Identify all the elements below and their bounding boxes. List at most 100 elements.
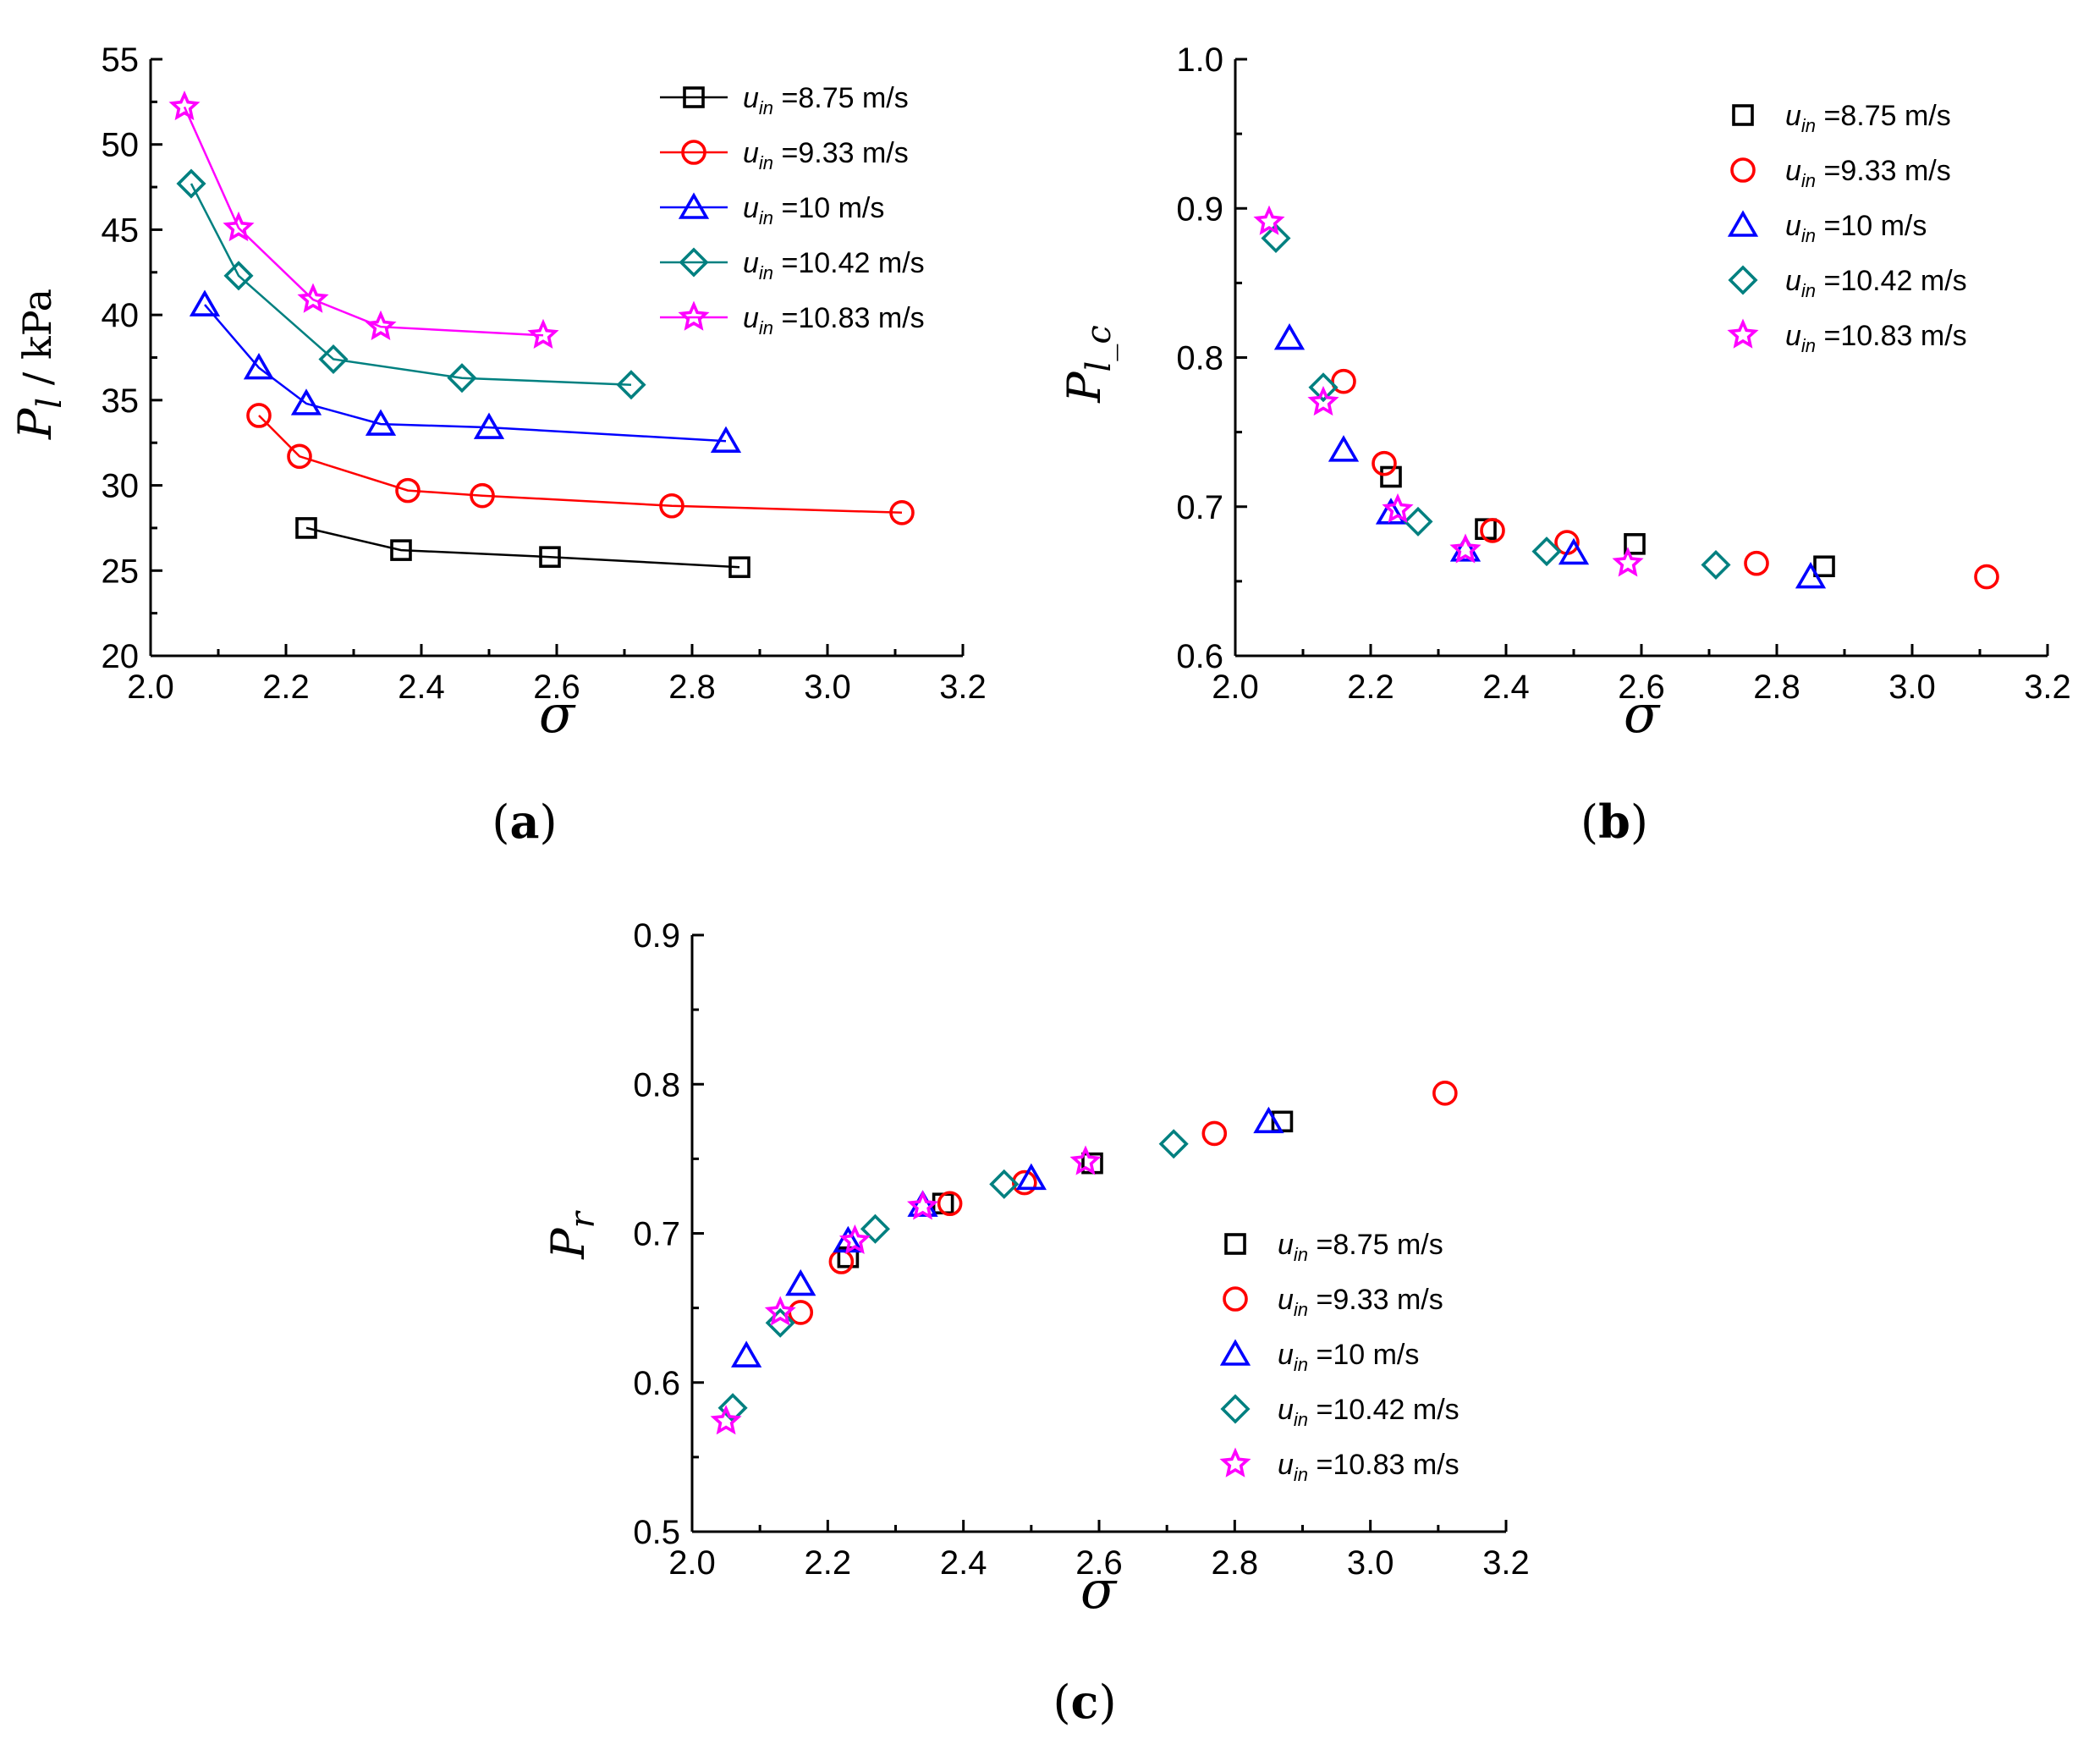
series-diamond [1261,223,1731,581]
x-axis-title: σ [1624,683,1661,745]
data-point-star [527,318,559,349]
y-tick-label: 55 [102,41,140,79]
x-tick-label: 2.8 [1212,1544,1259,1582]
x-tick-label: 3.0 [1888,669,1936,706]
legend-label: uin =10 m/s [743,192,884,228]
x-tick-label: 3.2 [1482,1544,1530,1582]
data-point-star [1069,1145,1102,1175]
y-tick-label: 0.8 [633,1066,680,1103]
series-star [168,90,559,349]
legend-marker-triangle [1219,1339,1251,1366]
x-axis-title: σ [539,683,576,745]
data-point-triangle [731,1340,762,1368]
x-tick-label: 2.6 [1075,1544,1123,1582]
series-diamond [717,1129,1189,1423]
data-point-diamond [318,344,349,375]
x-tick-label: 2.0 [127,669,174,706]
series-circle [788,1081,1458,1325]
data-point-circle [1201,1120,1228,1147]
data-point-circle [788,1300,814,1325]
data-point-diamond [447,363,477,393]
y-tick-label: 40 [102,297,140,334]
data-point-diamond [765,1307,795,1338]
data-point-square [932,1192,954,1215]
legend-label: uin =8.75 m/s [1785,100,1951,136]
y-tick-label: 45 [102,212,140,249]
legend-marker-square [683,86,705,108]
y-axis-title: Pr [541,1209,602,1259]
data-point-circle [470,482,495,509]
data-point-diamond [1158,1129,1189,1159]
data-point-star [1612,547,1644,577]
data-point-diamond [616,370,646,400]
data-point-triangle [1015,1163,1047,1191]
series-circle [1331,368,1999,590]
data-point-circle [828,1249,855,1274]
data-point-diamond [176,168,206,199]
x-tick-label: 2.4 [1482,669,1530,706]
legend-marker-circle [1730,157,1756,183]
legend-marker-diamond [1220,1394,1251,1424]
x-tick-label: 2.0 [668,1544,716,1582]
legend-marker-circle [1223,1286,1248,1312]
y-axis-title: Pl / kPa [8,289,69,440]
panel-label: (c) [1053,1675,1116,1729]
legend-marker-square [1224,1233,1246,1255]
series-line [204,304,727,443]
x-tick-label: 2.6 [1618,669,1665,706]
y-axis-title: Pl_c [1058,325,1119,404]
data-point-diamond [1531,537,1562,567]
legend-label: uin =10.42 m/s [1278,1394,1460,1430]
legend-label: uin =10.42 m/s [1785,265,1967,301]
series-line [190,183,632,386]
x-tick-label: 2.6 [533,669,580,706]
data-point-square [1380,465,1402,488]
data-point-triangle [365,409,397,436]
data-point-triangle [710,426,742,454]
y-tick-label: 1.0 [1176,41,1223,79]
legend-label: uin =9.33 m/s [1278,1284,1443,1320]
legend-marker-triangle [678,192,710,219]
series-star [710,1145,1102,1435]
data-point-diamond [223,261,254,291]
data-point-circle [889,499,915,526]
data-point-circle [1432,1081,1458,1106]
legend-marker-square [1732,104,1754,126]
data-point-circle [1974,564,1999,590]
legend-marker-diamond [679,247,709,278]
data-point-star [838,1224,871,1254]
series-triangle [1273,322,1827,589]
data-point-circle [246,403,272,428]
legend-marker-star [1727,318,1759,349]
data-point-triangle [1273,322,1306,350]
y-tick-label: 30 [102,468,140,505]
legend-marker-star [1219,1447,1251,1478]
legend-label: uin =10.83 m/s [743,302,925,338]
data-point-triangle [1253,1106,1284,1134]
series-line [258,415,903,515]
data-point-circle [1480,518,1505,543]
data-point-triangle [1375,498,1407,525]
legend-label: uin =9.33 m/s [743,137,909,173]
y-tick-label: 25 [102,553,140,590]
data-point-diamond [1701,549,1731,581]
data-point-square [295,517,317,539]
x-tick-label: 2.2 [262,669,310,706]
data-point-star [1449,533,1482,564]
x-tick-label: 3.0 [1347,1544,1394,1582]
y-tick-label: 0.9 [633,917,680,955]
series-triangle [189,289,742,454]
series-square [295,517,750,579]
data-point-circle [659,493,684,519]
legend-label: uin =10.83 m/s [1278,1449,1460,1485]
y-tick-label: 0.6 [1176,638,1223,675]
panel-label: (a) [492,795,557,849]
y-tick-label: 0.5 [633,1514,680,1551]
legend: uin =8.75 m/s uin =9.33 m/s uin =10 m/s uin… [1727,100,1967,356]
data-point-square [1813,555,1835,578]
data-point-star [365,310,397,341]
data-point-star [297,283,329,313]
data-point-star [907,1190,939,1220]
data-point-square [539,546,561,568]
